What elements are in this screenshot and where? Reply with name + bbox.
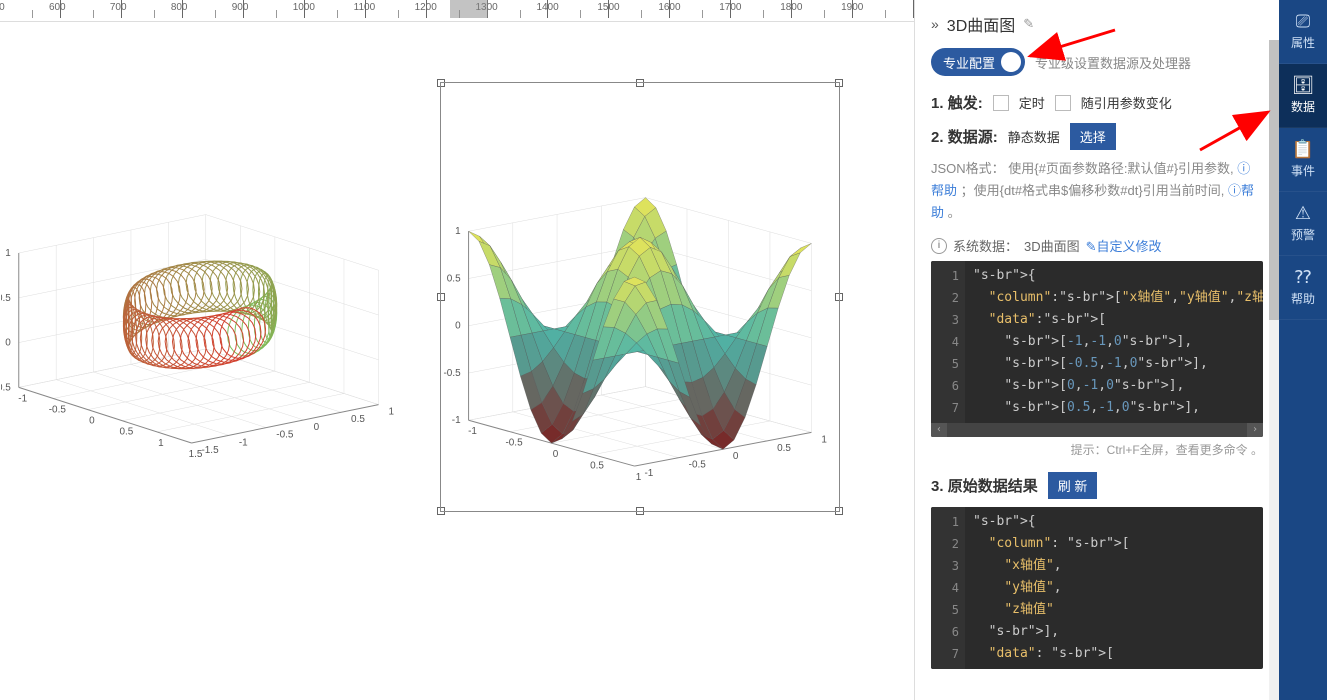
svg-text:0: 0 <box>553 449 559 460</box>
resize-handle[interactable] <box>437 79 445 87</box>
checkbox-timer-label: 定时 <box>1019 93 1045 112</box>
svg-text:-0.5: -0.5 <box>276 430 294 441</box>
checkbox-param-label: 随引用参数变化 <box>1081 93 1172 112</box>
toggle-description: 专业级设置数据源及处理器 <box>1035 53 1191 72</box>
svg-text:-0.5: -0.5 <box>49 404 67 415</box>
edit-title-icon[interactable]: ✎ <box>1023 16 1034 32</box>
panel-header: » 3D曲面图 ✎ <box>931 12 1263 48</box>
svg-text:-1: -1 <box>18 393 27 404</box>
properties-sidebar[interactable]: » 3D曲面图 ✎ 专业配置 专业级设置数据源及处理器 1. 触发: 定时 随引… <box>914 0 1279 700</box>
rail-label: 数据 <box>1291 98 1315 115</box>
resize-handle[interactable] <box>835 507 843 515</box>
code-editor-result[interactable]: 1234567 "s-br">{ "column": "s-br">[ "x轴值… <box>931 507 1263 669</box>
svg-text:1: 1 <box>388 407 394 418</box>
svg-text:-1: -1 <box>644 468 653 479</box>
svg-text:0: 0 <box>5 338 11 349</box>
collapse-icon[interactable]: » <box>931 16 939 32</box>
ruler-marker <box>450 0 488 18</box>
svg-text:1: 1 <box>5 248 11 259</box>
resize-handle[interactable] <box>437 293 445 301</box>
svg-text:-0.5: -0.5 <box>689 460 707 471</box>
svg-text:0.5: 0.5 <box>351 414 365 425</box>
rail-icon: 🗄 <box>1292 76 1315 94</box>
select-datasource-button[interactable]: 选择 <box>1070 123 1116 150</box>
svg-text:0: 0 <box>733 451 739 462</box>
svg-text:0: 0 <box>89 416 95 427</box>
svg-text:0.5: 0.5 <box>777 443 791 454</box>
svg-text:-0.5: -0.5 <box>505 438 523 449</box>
rail-item-帮助[interactable]: ⁇ 帮助 <box>1279 256 1327 320</box>
pro-config-toggle[interactable]: 专业配置 <box>931 48 1025 76</box>
resize-handle[interactable] <box>835 293 843 301</box>
svg-text:0.5: 0.5 <box>447 273 461 284</box>
sidebar-scrollbar[interactable] <box>1269 40 1279 700</box>
rail-item-数据[interactable]: 🗄 数据 <box>1279 64 1327 128</box>
svg-text:-1: -1 <box>452 415 461 426</box>
info-icon: i <box>931 238 947 254</box>
rail-label: 事件 <box>1291 162 1315 179</box>
format-help-text: JSON格式： 使用{#页面参数路径:默认值#}引用参数, ⓘ帮助 ；使用{dt… <box>931 158 1263 224</box>
toggle-label: 专业配置 <box>943 53 995 72</box>
rail-icon: ⚠ <box>1295 204 1311 222</box>
resize-handle[interactable] <box>835 79 843 87</box>
toggle-knob <box>1001 52 1021 72</box>
rail-label: 预警 <box>1291 226 1315 243</box>
panel-title: 3D曲面图 <box>947 12 1015 36</box>
rail-icon: ⁇ <box>1295 268 1312 286</box>
chart-3d-surface[interactable]: -1-0.500.51-1-0.500.51-1-0.500.51 <box>440 82 840 512</box>
datasource-label: 2. 数据源: <box>931 126 998 147</box>
resize-handle[interactable] <box>437 507 445 515</box>
code-editor-source[interactable]: 1234567 "s-br">{ "column":"s-br">["x轴值",… <box>931 261 1263 437</box>
trigger-label: 1. 触发: <box>931 92 983 113</box>
svg-text:1: 1 <box>455 226 461 237</box>
svg-text:0.5: 0.5 <box>590 461 604 472</box>
rail-icon: ⎚ <box>1296 12 1310 30</box>
svg-text:-1: -1 <box>468 426 477 437</box>
resize-handle[interactable] <box>636 79 644 87</box>
refresh-button[interactable]: 刷 新 <box>1048 472 1098 499</box>
custom-edit-link[interactable]: ✎自定义修改 <box>1086 236 1162 255</box>
scroll-right-icon[interactable]: › <box>1247 423 1263 437</box>
datasource-type: 静态数据 <box>1008 127 1060 146</box>
rawdata-label: 3. 原始数据结果 <box>931 475 1038 496</box>
code-hint: 提示：Ctrl+F全屏，查看更多命令 。 <box>931 441 1263 458</box>
rail-item-事件[interactable]: 📋 事件 <box>1279 128 1327 192</box>
rail-label: 属性 <box>1291 34 1315 51</box>
checkbox-param[interactable] <box>1055 95 1071 111</box>
rail-icon: 📋 <box>1292 140 1314 158</box>
svg-text:0: 0 <box>314 422 320 433</box>
svg-text:-0.5: -0.5 <box>1 382 11 393</box>
canvas-area[interactable]: 5006007008009001000110012001300140015001… <box>0 0 914 700</box>
checkbox-timer[interactable] <box>993 95 1009 111</box>
scroll-left-icon[interactable]: ‹ <box>931 423 947 437</box>
svg-text:1: 1 <box>821 434 827 445</box>
svg-text:-0.5: -0.5 <box>443 368 461 379</box>
rail-item-属性[interactable]: ⎚ 属性 <box>1279 0 1327 64</box>
chart-3d-spiral[interactable]: -1-0.500.511.5-1.5-1-0.500.51-0.500.51 <box>0 82 430 512</box>
svg-text:1: 1 <box>636 472 642 483</box>
svg-text:0: 0 <box>455 321 461 332</box>
svg-text:0.5: 0.5 <box>1 293 11 304</box>
right-icon-rail: ⎚ 属性 🗄 数据 📋 事件 ⚠ 预警 ⁇ 帮助 <box>1279 0 1327 700</box>
system-data-row: i 系统数据： 3D曲面图 ✎自定义修改 <box>931 236 1263 255</box>
svg-text:1: 1 <box>158 438 164 449</box>
svg-text:-1: -1 <box>239 437 248 448</box>
rail-item-预警[interactable]: ⚠ 预警 <box>1279 192 1327 256</box>
code-hscroll[interactable]: ‹ › <box>931 423 1263 437</box>
svg-text:-1.5: -1.5 <box>201 445 219 456</box>
resize-handle[interactable] <box>636 507 644 515</box>
scroll-thumb[interactable] <box>1269 40 1279 320</box>
canvas[interactable]: -1-0.500.511.5-1.5-1-0.500.51-0.500.51 -… <box>0 22 914 700</box>
svg-text:0.5: 0.5 <box>119 427 133 438</box>
rail-label: 帮助 <box>1291 290 1315 307</box>
